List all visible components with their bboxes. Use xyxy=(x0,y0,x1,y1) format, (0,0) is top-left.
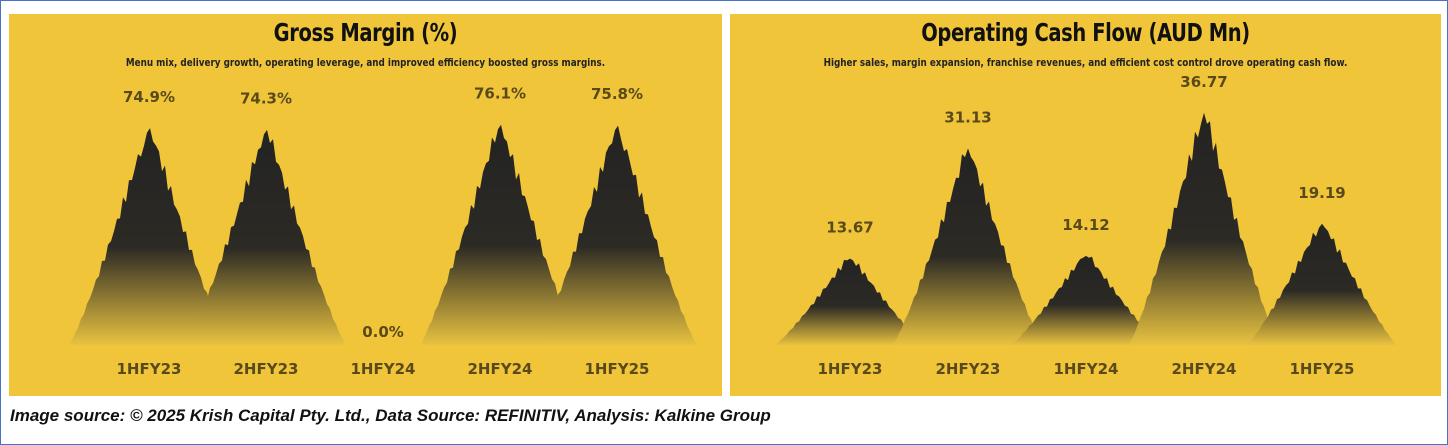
data-label: 76.1% xyxy=(474,84,526,102)
x-tick-label: 2HFY23 xyxy=(936,360,1001,378)
chart-subtitle: Menu mix, delivery growth, operating lev… xyxy=(125,56,606,69)
data-label: 13.67 xyxy=(826,219,873,237)
x-tick-label: 2HFY24 xyxy=(1172,360,1237,378)
area-peak-1HFY23 xyxy=(69,128,229,345)
area-peak-2HFY23 xyxy=(186,129,346,345)
chart-title: Operating Cash Flow (AUD Mn) xyxy=(921,18,1250,47)
x-tick-label: 2HFY23 xyxy=(234,360,299,378)
x-tick-label: 1HFY24 xyxy=(351,360,416,378)
area-peak-1HFY24 xyxy=(1011,255,1161,345)
image-source-caption: Image source: © 2025 Krish Capital Pty. … xyxy=(10,406,771,425)
x-tick-label: 1HFY25 xyxy=(585,360,650,378)
chart-subtitle: Higher sales, margin expansion, franchis… xyxy=(823,56,1348,69)
data-label: 74.9% xyxy=(123,88,175,106)
data-label: 36.77 xyxy=(1180,73,1227,91)
x-tick-label: 1HFY23 xyxy=(818,360,883,378)
operating-cash-flow-chart: 13.67 1HFY23 31.13 2HFY23 14.12 1HFY24 36.77 2H… xyxy=(775,73,1397,378)
area-peak-1HFY23 xyxy=(775,258,925,345)
area-peak-1HFY25 xyxy=(1247,223,1397,345)
x-tick-label: 1HFY24 xyxy=(1054,360,1119,378)
area-peak-1HFY25 xyxy=(537,125,697,345)
data-label: 19.19 xyxy=(1298,184,1345,202)
chart-title: Gross Margin (%) xyxy=(273,18,458,47)
x-tick-label: 2HFY24 xyxy=(468,360,533,378)
area-peak-2HFY24 xyxy=(1129,112,1279,345)
x-tick-label: 1HFY23 xyxy=(117,360,182,378)
area-peak-2HFY24 xyxy=(420,124,580,345)
data-label: 75.8% xyxy=(591,85,643,103)
data-label: 0.0% xyxy=(362,323,404,341)
data-label: 74.3% xyxy=(240,90,292,108)
x-tick-label: 1HFY25 xyxy=(1290,360,1355,378)
area-peak-2HFY23 xyxy=(893,148,1043,345)
operating-cash-flow-panel: Operating Cash Flow (AUD Mn) Higher sale… xyxy=(730,14,1441,396)
gross-margin-chart: 74.9% 1HFY23 74.3% 2HFY23 0.0% 1HFY24 76.1% 2HF… xyxy=(69,84,697,378)
gross-margin-panel: Gross Margin (%) Menu mix, delivery grow… xyxy=(9,14,722,396)
data-label: 31.13 xyxy=(944,108,991,126)
data-label: 14.12 xyxy=(1062,216,1109,234)
